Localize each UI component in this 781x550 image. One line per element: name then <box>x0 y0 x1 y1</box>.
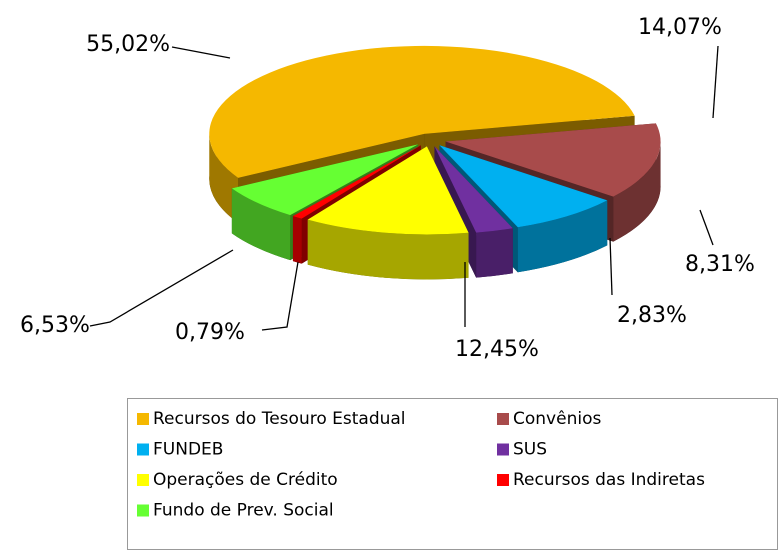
data-label: 14,07% <box>638 15 722 40</box>
data-label: 55,02% <box>86 32 170 57</box>
slice-wall <box>209 133 239 223</box>
slice-wall <box>307 219 469 280</box>
slice-wall <box>292 216 302 264</box>
slice <box>307 146 469 280</box>
legend-swatch <box>497 443 509 456</box>
legend-label: Operações de Crédito <box>153 470 338 490</box>
leader-line <box>712 45 719 119</box>
slice-wall <box>613 141 661 242</box>
legend-swatch <box>137 474 149 486</box>
slice-top <box>439 145 608 228</box>
leader-line <box>609 237 613 296</box>
legend-swatch <box>137 413 149 425</box>
slice-top <box>434 146 513 233</box>
data-label: 6,53% <box>20 313 90 338</box>
slice-top <box>209 45 635 178</box>
data-label: 2,83% <box>617 303 687 328</box>
legend-label: Recursos das Indiretas <box>513 470 705 490</box>
legend-swatch <box>137 504 149 517</box>
legend-label: Fundo de Prev. Social <box>153 501 334 521</box>
legend-label: SUS <box>513 440 547 460</box>
leader-line <box>699 209 714 246</box>
slice-wall <box>476 228 513 278</box>
data-label: 0,79% <box>175 320 245 345</box>
legend-label: Convênios <box>513 409 601 429</box>
leader-line <box>89 249 234 327</box>
slice-top <box>445 123 661 197</box>
slice-top <box>292 145 421 219</box>
slice-top <box>307 146 469 235</box>
leader-line <box>171 46 231 59</box>
slice-wall <box>231 188 291 261</box>
slice-top <box>231 144 419 216</box>
legend-swatch <box>497 413 509 425</box>
slice-wall <box>517 200 608 273</box>
data-label: 12,45% <box>455 337 539 362</box>
legend-swatch <box>137 443 149 456</box>
legend-label: FUNDEB <box>153 440 223 460</box>
legend-box <box>127 398 778 550</box>
legend-swatch <box>497 474 509 486</box>
data-label: 8,31% <box>685 252 755 277</box>
leader-line <box>261 261 299 331</box>
legend-label: Recursos do Tesouro Estadual <box>153 409 406 429</box>
